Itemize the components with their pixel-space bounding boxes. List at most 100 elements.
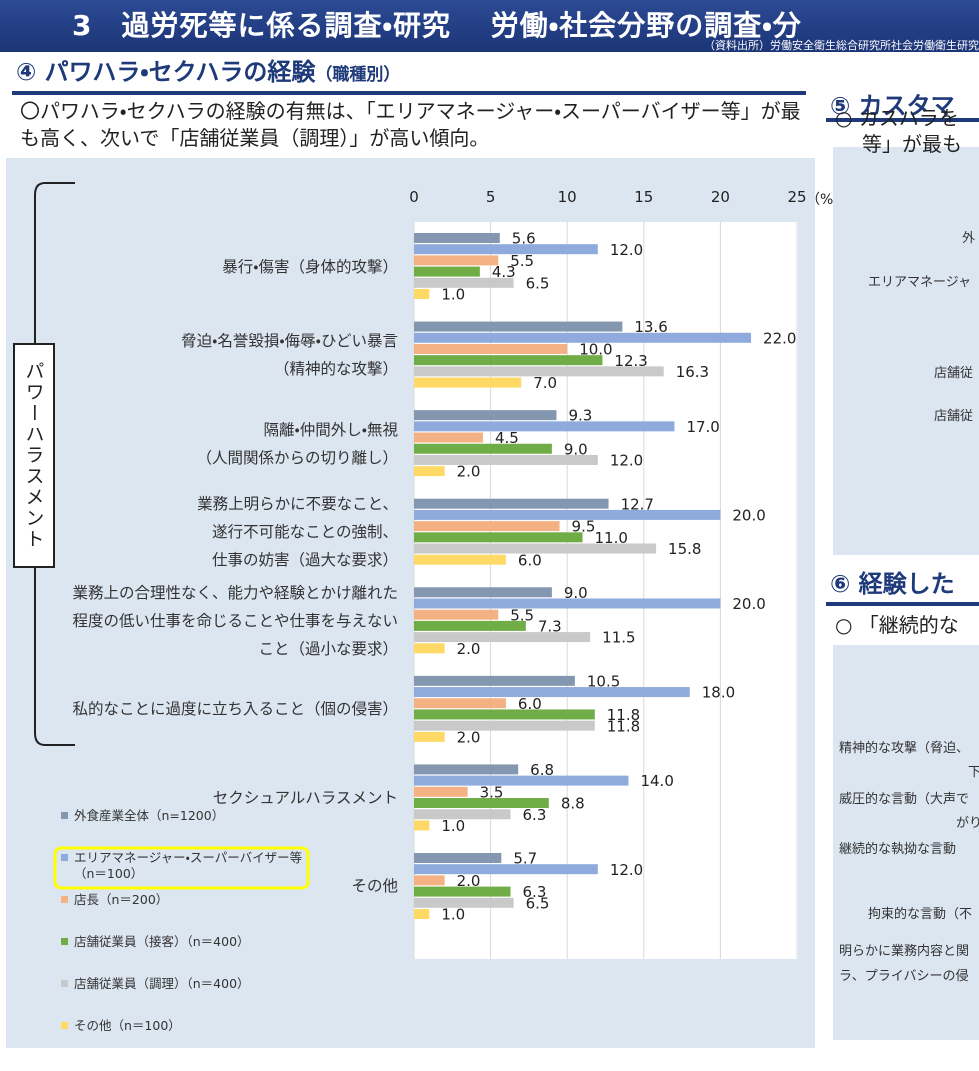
bar <box>414 675 575 686</box>
description: 〇パワハラ・セクハラの経験の有無は、「エリアマネージャー・スーパーバイザー等」が… <box>20 99 801 150</box>
bar <box>414 864 598 875</box>
x-tick-label: 15 <box>634 188 653 206</box>
value-label: 12.7 <box>621 495 654 513</box>
value-label: 9.3 <box>568 407 592 425</box>
category-label: 業務上の合理性なく、能力や経験とかけ離れた 程度の低い仕事を命じることや仕事を与… <box>72 583 398 658</box>
bar <box>414 731 445 742</box>
bar <box>414 521 560 532</box>
category-label: 業務上明らかに不要なこと、 遂行不可能なことの強制、 仕事の妨害（過大な要求） <box>197 495 398 570</box>
value-label: 11.0 <box>595 529 628 547</box>
value-label: 4.5 <box>495 429 519 447</box>
right-panel-text: 精神的な攻撃（脅迫、 <box>839 741 970 756</box>
bar <box>414 852 502 863</box>
bar <box>414 355 603 366</box>
right-panel-text: 下 <box>968 765 979 780</box>
legend-marker <box>61 1022 68 1029</box>
bar <box>414 609 499 620</box>
legend-label: 外食産業全体（n=1200） <box>74 808 225 823</box>
legend-label: 店舗従業員（調理）（n＝400） <box>74 976 250 991</box>
value-label: 10.0 <box>579 341 612 359</box>
legend-marker <box>61 854 68 861</box>
bar <box>414 466 445 477</box>
legend-label: 店舗従業員（接客）（n＝400） <box>74 934 250 949</box>
bar <box>414 410 557 421</box>
header-title: 3 過労死等に係る調査・研究 労働・社会分野の調査・分 <box>72 9 802 42</box>
category-label: 私的なことに過度に立ち入ること（個の侵害） <box>72 700 398 719</box>
value-label: 6.3 <box>523 806 547 824</box>
value-label: 5.5 <box>510 606 534 624</box>
right-panel-text: ⑥ 経験した <box>830 570 955 598</box>
bar <box>414 897 514 908</box>
section-rule <box>12 91 806 95</box>
value-label: 5.6 <box>512 230 536 248</box>
value-label: 12.3 <box>614 352 647 370</box>
right-panel-6 <box>833 645 979 1040</box>
section6-rule <box>826 602 979 606</box>
bar <box>414 498 609 509</box>
bar <box>414 908 430 919</box>
value-label: 5.7 <box>513 850 537 868</box>
right-panel-text: 等」が最も <box>862 132 962 156</box>
x-tick-label: 10 <box>558 188 577 206</box>
bar <box>414 332 752 343</box>
bar <box>414 687 690 698</box>
bar <box>414 720 595 731</box>
bar <box>414 266 480 277</box>
legend-marker <box>61 980 68 987</box>
bar <box>414 820 430 831</box>
bar <box>414 366 664 377</box>
right-panel-text: ○ カスハラを <box>835 106 959 130</box>
value-label: 4.3 <box>492 263 516 281</box>
section-title: ④ パワハラ・セクハラの経験 <box>16 58 316 86</box>
value-label: 1.0 <box>441 906 465 924</box>
bar <box>414 289 430 299</box>
legend-marker <box>61 938 68 945</box>
value-label: 7.0 <box>533 374 557 392</box>
category-label: その他 <box>351 877 398 896</box>
value-label: 2.0 <box>457 640 481 658</box>
x-tick-label: 20 <box>711 188 730 206</box>
value-label: 6.8 <box>530 761 554 779</box>
value-label: 12.0 <box>610 452 643 470</box>
right-panel-text: 外 <box>962 231 976 246</box>
bar <box>414 643 445 654</box>
bar <box>414 532 583 543</box>
value-label: 12.0 <box>610 241 643 259</box>
bar <box>414 775 629 786</box>
value-label: 10.5 <box>587 672 620 690</box>
bar <box>414 632 591 643</box>
bar <box>414 798 549 809</box>
bar <box>414 698 506 709</box>
bar <box>414 509 721 520</box>
bar <box>414 343 568 354</box>
right-panel-text: 明らかに業務内容と関 <box>839 944 970 959</box>
right-panel-text: 継続的な執拗な言動 <box>839 842 957 857</box>
value-label: 17.0 <box>686 418 719 436</box>
bracket-label: パワーハラスメント <box>13 343 55 568</box>
right-panel-text: 威圧的な言動（大声で <box>839 792 970 807</box>
bar <box>414 377 522 388</box>
right-panel-text: 拘束的な言動（不 <box>868 907 973 922</box>
category-label: 隔離・仲間外し・無視 （人間関係からの切り離し） <box>196 420 398 467</box>
value-label: 8.8 <box>561 795 585 813</box>
header-bar <box>0 0 979 52</box>
value-label: 9.5 <box>572 518 596 536</box>
value-label: 20.0 <box>732 595 765 613</box>
bar <box>414 554 506 565</box>
bar <box>414 277 514 288</box>
value-label: 15.8 <box>668 540 701 558</box>
value-label: 9.0 <box>564 440 588 458</box>
legend-marker <box>61 896 68 903</box>
right-panel-text: エリアマネージャ <box>868 275 972 290</box>
bar <box>414 233 500 243</box>
value-label: 2.0 <box>457 728 481 746</box>
right-panel-text: がり <box>956 816 979 831</box>
value-label: 16.3 <box>676 363 709 381</box>
value-label: 12.0 <box>610 861 643 879</box>
right-panel-text: 店舗従 <box>934 409 974 424</box>
value-label: 7.3 <box>538 617 562 635</box>
value-label: 6.5 <box>526 894 550 912</box>
bar <box>414 598 721 609</box>
value-label: 6.3 <box>523 883 547 901</box>
